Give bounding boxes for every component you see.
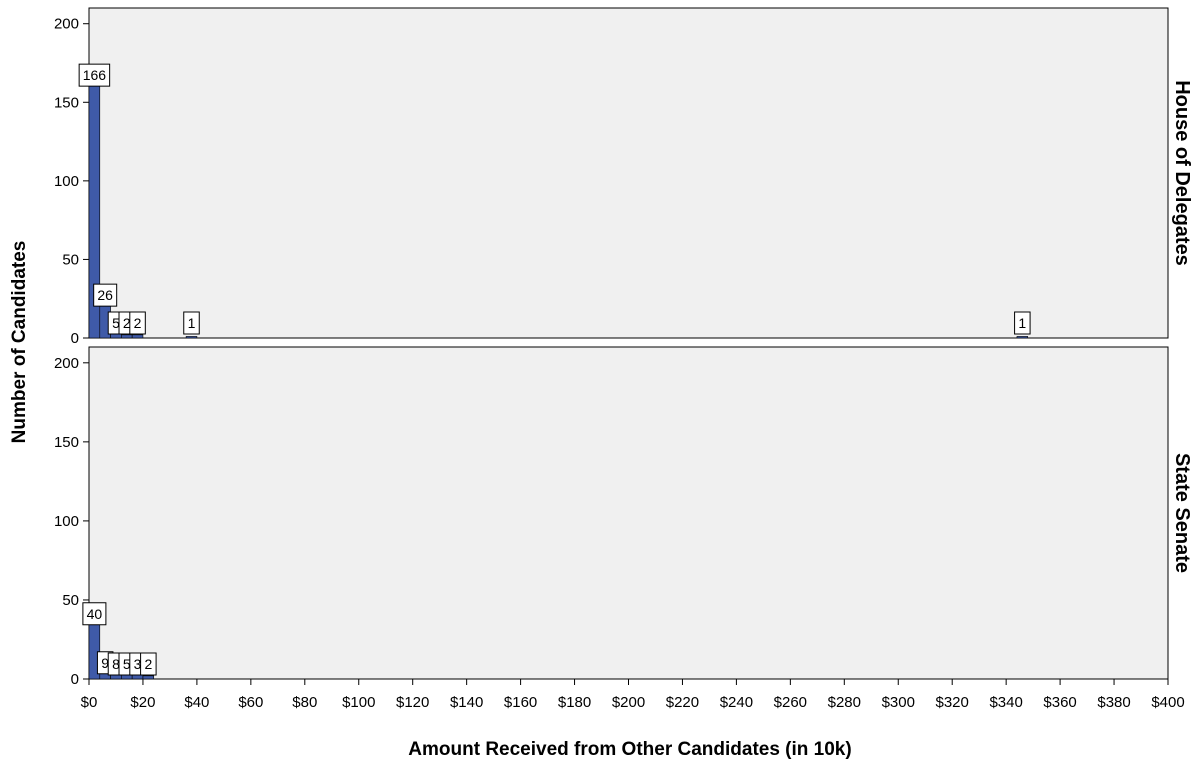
x-tick-label: $140: [450, 694, 483, 711]
data-label: 2: [144, 656, 152, 672]
y-tick-label: 50: [62, 251, 79, 268]
x-tick-label: $300: [882, 694, 915, 711]
y-tick-label: 50: [62, 592, 79, 609]
data-label: 8: [112, 656, 120, 672]
y-axis-title: Number of Candidates: [9, 241, 30, 444]
histogram-bar: [1016, 336, 1029, 339]
x-tick-label: $80: [292, 694, 317, 711]
y-tick-label: 200: [54, 355, 79, 372]
data-label: 1: [188, 315, 196, 331]
x-tick-label: $220: [666, 694, 699, 711]
panel-title: State Senate: [1171, 453, 1193, 573]
data-label: 2: [134, 315, 142, 331]
x-tick-label: $360: [1043, 694, 1076, 711]
x-tick-label: $400: [1151, 694, 1184, 711]
x-tick-label: $160: [504, 694, 537, 711]
x-axis: $0 $20 $40 $60 $80 $100 $120 $140 $160 $180 $200 $2…: [81, 679, 1185, 711]
x-tick-label: $340: [989, 694, 1022, 711]
data-label: 1: [1018, 315, 1026, 331]
y-tick-label: 100: [54, 173, 79, 190]
data-label: 26: [97, 287, 113, 303]
histogram-bar: [142, 675, 155, 680]
data-label-box: [93, 283, 118, 307]
y-tick-label: 150: [54, 434, 79, 451]
panel-background: [88, 346, 1169, 680]
x-tick-label: $20: [130, 694, 155, 711]
panel-background: [88, 7, 1169, 339]
panel-title: House of Delegates: [1171, 80, 1193, 266]
x-tick-label: $320: [936, 694, 969, 711]
x-tick-label: $0: [81, 694, 98, 711]
x-tick-label: $380: [1097, 694, 1130, 711]
panel-state-senate: 40 9 8 5 3 2 0 50 100 150 200 State Senate: [54, 346, 1193, 688]
data-label-box: [82, 602, 107, 626]
panel-house-of-delegates: 166 26 5 2 2 1 1 0 50 100 150 200 House of Delegat…: [54, 7, 1193, 347]
x-tick-label: $180: [558, 694, 591, 711]
data-label: 2: [123, 315, 131, 331]
x-tick-label: $200: [612, 694, 645, 711]
data-label-box: [183, 311, 200, 335]
data-label-box: [129, 311, 146, 335]
data-label: 3: [134, 656, 142, 672]
data-label: 9: [101, 655, 109, 671]
y-tick-label: 0: [71, 330, 79, 347]
data-label-box: [140, 652, 157, 676]
y-tick-label: 150: [54, 94, 79, 111]
x-tick-label: $120: [396, 694, 429, 711]
histogram-bar: [185, 336, 198, 339]
histogram-bar: [131, 334, 144, 339]
data-label-box: [1014, 311, 1031, 335]
x-axis-title: Amount Received from Other Candidates (i…: [408, 739, 851, 760]
x-tick-label: $260: [774, 694, 807, 711]
histogram-bar: [121, 334, 133, 339]
data-label: 166: [83, 67, 107, 83]
x-tick-label: $100: [342, 694, 375, 711]
x-tick-label: $280: [828, 694, 861, 711]
y-tick-label: 200: [54, 16, 79, 33]
x-tick-label: $240: [720, 694, 753, 711]
data-label: 40: [87, 606, 103, 622]
x-tick-label: $40: [184, 694, 209, 711]
y-tick-label: 0: [71, 671, 79, 688]
y-tick-label: 100: [54, 513, 79, 530]
x-tick-label: $60: [238, 694, 263, 711]
data-label: 5: [123, 656, 131, 672]
data-label-box: [78, 63, 111, 87]
data-label: 5: [112, 315, 120, 331]
